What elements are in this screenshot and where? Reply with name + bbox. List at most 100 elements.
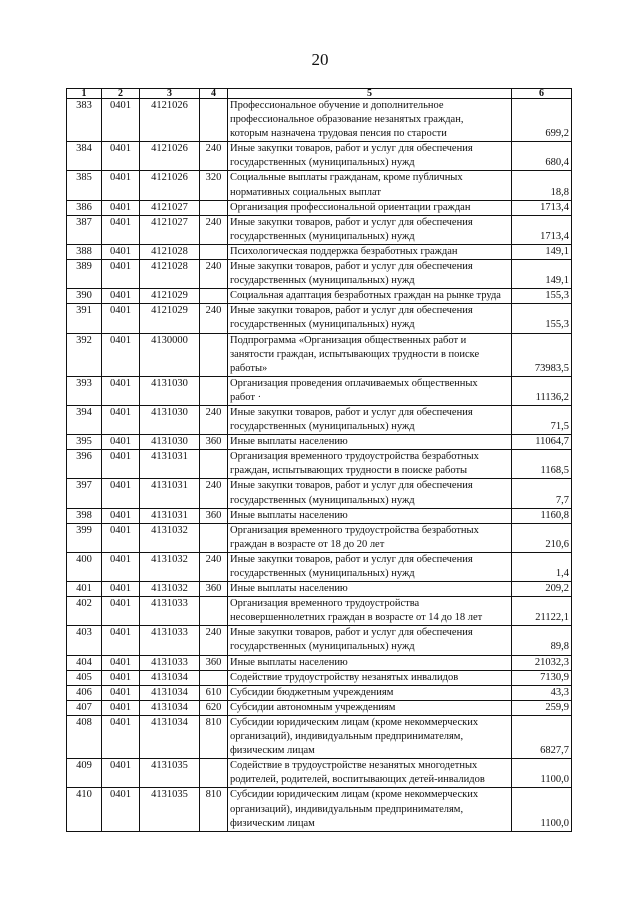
table-row: 384 0401 4121026 240 Иные закупки товаров, р… [66, 141, 572, 172]
expense-type-code [199, 758, 228, 789]
section-code: 0401 [101, 214, 140, 245]
row-number: 393 [66, 375, 102, 406]
description-line: государственных (муниципальных) нужд [230, 157, 415, 169]
section-code: 0401 [101, 478, 140, 509]
description-line: Социальные выплаты гражданам, кроме публ… [230, 172, 463, 184]
description-line: Психологическая поддержка безработных гр… [230, 245, 458, 257]
amount: 6827,7 [511, 714, 572, 760]
amount: 18,8 [511, 170, 572, 201]
description-line: родителей, родителей, воспитывающих дете… [230, 774, 485, 786]
target-code: 4130000 [139, 332, 200, 377]
expense-type-code: 240 [199, 141, 228, 172]
amount: 1160,8 [511, 507, 572, 524]
amount: 259,9 [511, 699, 572, 716]
target-code: 4131031 [139, 507, 200, 524]
description-line: Организация профессиональной ориентации … [230, 201, 471, 213]
expense-type-code [199, 669, 228, 686]
description-line: Иные выплаты населению [230, 509, 348, 521]
table-row: 383 0401 4121026 Профессиональное обучение … [66, 97, 572, 143]
description-line: физическим лицам [230, 745, 315, 757]
description: Содействие трудоустройству незанятых инв… [227, 669, 512, 686]
table-row: 391 0401 4121029 240 Иные закупки товаров, р… [66, 303, 572, 334]
table-row: 397 0401 4131031 240 Иные закупки товаров, р… [66, 478, 572, 509]
description: Иные выплаты населению [227, 507, 512, 524]
target-code: 4131034 [139, 669, 200, 686]
target-code: 4121027 [139, 214, 200, 245]
target-code: 4121028 [139, 243, 200, 261]
description: Иные закупки товаров, работ и услуг для … [227, 551, 512, 583]
budget-table: 1 2 3 4 5 6 383 0401 4121026 Профессиональн… [66, 88, 572, 832]
header-row: 1 2 3 4 5 6 [66, 88, 572, 99]
table-row: 394 0401 4131030 240 Иные закупки товаров, р… [66, 404, 572, 436]
description-line: Социальная адаптация безработных граждан… [230, 290, 501, 302]
column-header: 6 [511, 88, 572, 99]
amount: 210,6 [511, 522, 572, 553]
description-line: Подпрограмма «Организация общественных р… [230, 334, 467, 346]
expense-type-code [199, 375, 228, 406]
expense-type-code: 240 [199, 259, 228, 290]
section-code: 0401 [101, 714, 140, 760]
description-line: несовершеннолетних граждан в возрасте от… [230, 612, 483, 624]
target-code: 4121026 [139, 170, 200, 201]
target-code: 4131030 [139, 375, 200, 406]
expense-type-code: 610 [199, 684, 228, 701]
expense-type-code [199, 596, 228, 627]
table-row: 402 0401 4131033 Организация временного тру… [66, 596, 572, 627]
row-number: 407 [66, 699, 102, 716]
expense-type-code [199, 522, 228, 553]
row-number: 405 [66, 669, 102, 686]
description-line: которым назначена трудовая пенсия по ста… [230, 128, 447, 140]
target-code: 4131032 [139, 551, 200, 583]
expense-type-code: 240 [199, 551, 228, 583]
table-row: 393 0401 4131030 Организация проведения опл… [66, 375, 572, 406]
amount: 11064,7 [511, 434, 572, 451]
description-line: Субсидии юридическим лицам (кроме некомм… [230, 789, 479, 801]
description-line: работ · [230, 391, 262, 403]
amount: 43,3 [511, 684, 572, 701]
description-line: Иные закупки товаров, работ и услуг для … [230, 216, 473, 228]
description: Организация проведения оплачиваемых обще… [227, 375, 512, 406]
row-number: 397 [66, 478, 102, 509]
section-code: 0401 [101, 332, 140, 377]
row-number: 396 [66, 449, 102, 480]
row-number: 402 [66, 596, 102, 627]
description: Субсидии юридическим лицам (кроме некомм… [227, 714, 512, 760]
amount: 1168,5 [511, 449, 572, 480]
table-row: 395 0401 4131030 360 Иные выплаты населению 1… [66, 434, 572, 451]
description-line: государственных (муниципальных) нужд [230, 230, 415, 242]
description-line: Иные закупки товаров, работ и услуг для … [230, 143, 473, 155]
description: Психологическая поддержка безработных гр… [227, 243, 512, 261]
section-code: 0401 [101, 596, 140, 627]
expense-type-code: 360 [199, 507, 228, 524]
row-number: 400 [66, 551, 102, 583]
amount: 1713,4 [511, 199, 572, 216]
target-code: 4131033 [139, 596, 200, 627]
expense-type-code [199, 243, 228, 261]
description-line: Субсидии юридическим лицам (кроме некомм… [230, 716, 479, 728]
description-line: государственных (муниципальных) нужд [230, 641, 415, 653]
target-code: 4131030 [139, 434, 200, 451]
description: Профессиональное обучение и дополнительн… [227, 97, 512, 143]
row-number: 394 [66, 404, 102, 436]
description-line: Содействие трудоустройству незанятых инв… [230, 671, 459, 683]
amount: 155,3 [511, 288, 572, 305]
row-number: 386 [66, 199, 102, 216]
amount: 699,2 [511, 97, 572, 143]
target-code: 4121026 [139, 97, 200, 143]
table-row: 389 0401 4121028 240 Иные закупки товаров, р… [66, 259, 572, 290]
row-number: 384 [66, 141, 102, 172]
expense-type-code: 360 [199, 581, 228, 598]
description: Иные закупки товаров, работ и услуг для … [227, 625, 512, 656]
row-number: 383 [66, 97, 102, 143]
target-code: 4131034 [139, 684, 200, 701]
section-code: 0401 [101, 581, 140, 598]
target-code: 4131033 [139, 625, 200, 656]
target-code: 4121028 [139, 259, 200, 290]
description: Иные закупки товаров, работ и услуг для … [227, 303, 512, 334]
row-number: 391 [66, 303, 102, 334]
description-line: государственных (муниципальных) нужд [230, 494, 415, 506]
section-code: 0401 [101, 522, 140, 553]
description: Организация временного трудоустройства б… [227, 522, 512, 553]
description-line: физическим лицам [230, 817, 315, 829]
description-line: Организация проведения оплачиваемых обще… [230, 377, 478, 389]
